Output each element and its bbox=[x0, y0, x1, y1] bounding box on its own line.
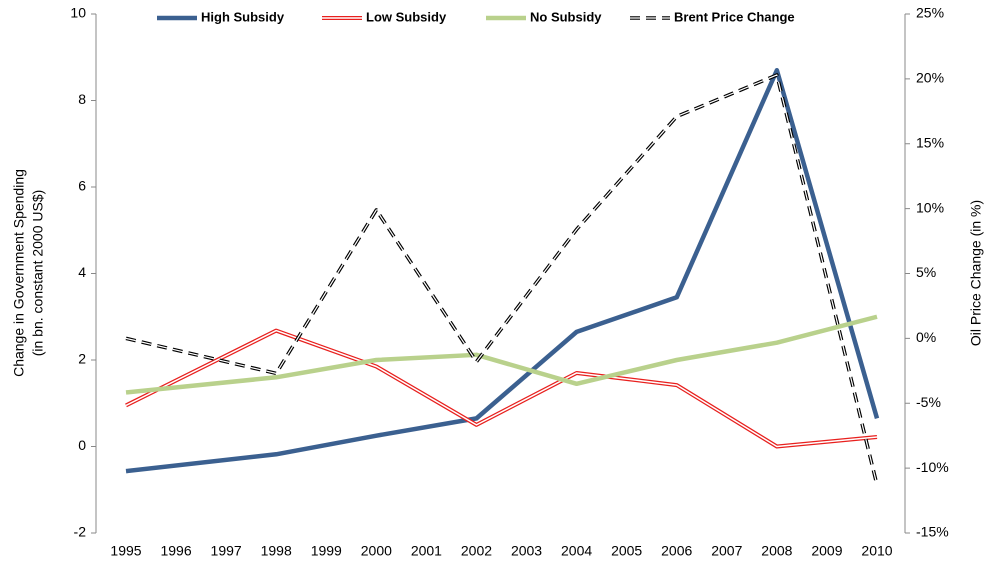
y-axis-title: (in bn. constant 2000 US$) bbox=[30, 190, 46, 357]
series-line-inner bbox=[125, 329, 878, 448]
x-tick-label: 2006 bbox=[661, 543, 692, 559]
y-tick-label: 8 bbox=[78, 91, 86, 107]
x-tick-label: 2008 bbox=[761, 543, 792, 559]
y2-tick-label: 10% bbox=[916, 199, 944, 215]
legend-label: High Subsidy bbox=[201, 9, 285, 24]
x-tick-label: 2000 bbox=[361, 543, 392, 559]
series-line bbox=[125, 328, 878, 449]
y-axis-title: Change in Government Spending bbox=[11, 169, 27, 377]
series-line-inner bbox=[125, 74, 878, 486]
x-tick-label: 2005 bbox=[611, 543, 642, 559]
y2-tick-label: -15% bbox=[916, 524, 949, 540]
y2-tick-label: 0% bbox=[916, 329, 936, 345]
legend-label: Brent Price Change bbox=[674, 9, 795, 24]
y-tick-label: 6 bbox=[78, 178, 86, 194]
y-tick-label: 10 bbox=[70, 5, 86, 21]
x-tick-label: 2003 bbox=[511, 543, 542, 559]
y2-tick-label: 25% bbox=[916, 5, 944, 21]
x-tick-label: 1996 bbox=[160, 543, 191, 559]
y2-tick-label: 15% bbox=[916, 134, 944, 150]
x-tick-label: 1999 bbox=[311, 543, 342, 559]
x-tick-label: 2009 bbox=[811, 543, 842, 559]
x-tick-label: 2001 bbox=[411, 543, 442, 559]
legend-label: No Subsidy bbox=[530, 9, 602, 24]
x-tick-label: 2004 bbox=[561, 543, 592, 559]
y2-axis-title: Oil Price Change (in %) bbox=[968, 200, 984, 346]
x-tick-label: 1997 bbox=[211, 543, 242, 559]
y-tick-label: 2 bbox=[78, 351, 86, 367]
y-tick-label: 0 bbox=[78, 437, 86, 453]
x-tick-label: 2007 bbox=[711, 543, 742, 559]
y-tick-label: -2 bbox=[74, 524, 87, 540]
series-line bbox=[125, 314, 878, 395]
y2-tick-label: 20% bbox=[916, 70, 944, 86]
legend-label: Low Subsidy bbox=[366, 9, 447, 24]
y-tick-label: 4 bbox=[78, 264, 86, 280]
series-line bbox=[125, 73, 879, 486]
y2-tick-label: -5% bbox=[916, 394, 941, 410]
x-tick-label: 1995 bbox=[110, 543, 141, 559]
y2-tick-label: -10% bbox=[916, 459, 949, 475]
series-line bbox=[125, 67, 880, 474]
y2-tick-label: 5% bbox=[916, 264, 936, 280]
x-tick-label: 1998 bbox=[261, 543, 292, 559]
x-tick-label: 2010 bbox=[861, 543, 892, 559]
x-tick-label: 2002 bbox=[461, 543, 492, 559]
